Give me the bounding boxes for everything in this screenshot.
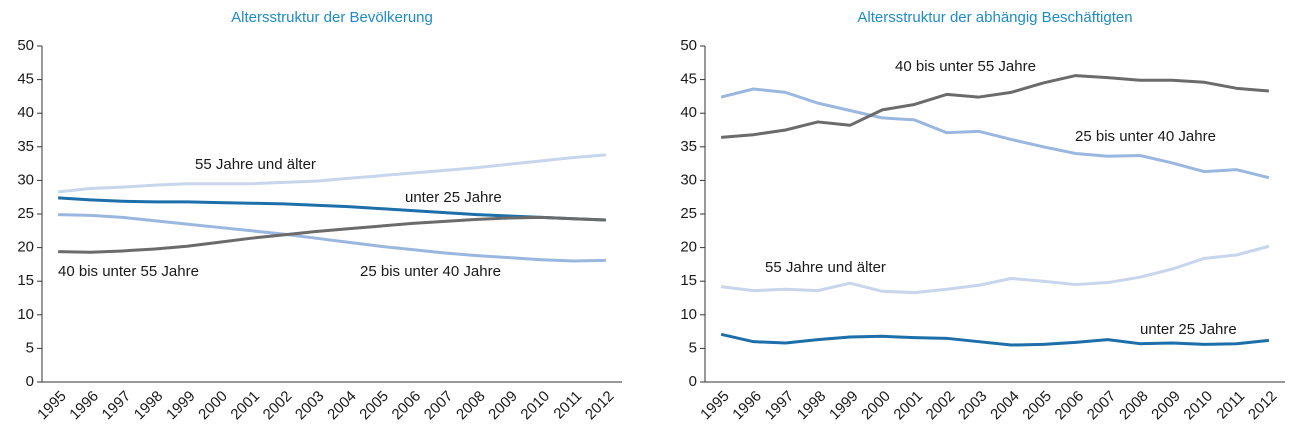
series-label: 55 Jahre und älter bbox=[765, 259, 886, 276]
x-tick-label: 2003 bbox=[955, 388, 991, 424]
series-line bbox=[720, 332, 1270, 347]
y-tick-label: 10 bbox=[680, 306, 697, 323]
y-tick-label: 15 bbox=[680, 272, 697, 289]
x-tick-label: 2004 bbox=[324, 388, 360, 424]
x-tick-label: 2005 bbox=[356, 388, 392, 424]
y-tick-label: 35 bbox=[680, 138, 697, 155]
y-tick-label: 45 bbox=[17, 71, 34, 88]
y-tick-label: 40 bbox=[17, 104, 34, 121]
series-label: 25 bis unter 40 Jahre bbox=[360, 263, 501, 280]
y-tick-label: 25 bbox=[680, 205, 697, 222]
y-tick-label: 45 bbox=[680, 71, 697, 88]
series-label: unter 25 Jahre bbox=[405, 189, 502, 206]
x-tick-label: 2009 bbox=[1148, 388, 1184, 424]
x-tick-label: 2002 bbox=[923, 388, 959, 424]
x-tick-label: 2008 bbox=[453, 388, 489, 424]
x-tick-label: 1997 bbox=[99, 388, 135, 424]
series-line bbox=[58, 196, 606, 222]
y-tick-label: 40 bbox=[680, 104, 697, 121]
chart-title: Altersstruktur der Bevölkerung bbox=[231, 9, 433, 26]
series-label: 40 bis unter 55 Jahre bbox=[895, 58, 1036, 75]
y-tick-label: 50 bbox=[680, 37, 697, 54]
x-tick-label: 2001 bbox=[890, 388, 926, 424]
x-tick-label: 2007 bbox=[1084, 388, 1120, 424]
x-tick-label: 2009 bbox=[485, 388, 521, 424]
x-tick-label: 2000 bbox=[858, 388, 894, 424]
series-label: 25 bis unter 40 Jahre bbox=[1075, 128, 1216, 145]
y-tick-label: 10 bbox=[17, 306, 34, 323]
x-tick-label: 2011 bbox=[1213, 388, 1248, 423]
x-tick-label: 1999 bbox=[826, 388, 862, 424]
y-tick-label: 0 bbox=[26, 373, 34, 390]
x-tick-label: 2004 bbox=[987, 388, 1023, 424]
x-tick-label: 2008 bbox=[1116, 388, 1152, 424]
y-tick-label: 20 bbox=[17, 239, 34, 256]
series-line bbox=[720, 244, 1270, 295]
x-tick-label: 1999 bbox=[163, 388, 199, 424]
y-tick-label: 25 bbox=[17, 205, 34, 222]
chart-title: Altersstruktur der abhängig Beschäftigte… bbox=[857, 9, 1132, 26]
series-line bbox=[57, 153, 607, 194]
y-tick-label: 30 bbox=[680, 171, 697, 188]
y-tick-label: 5 bbox=[26, 339, 34, 356]
x-tick-label: 1996 bbox=[729, 388, 765, 424]
series-line bbox=[720, 87, 1270, 180]
series-label: unter 25 Jahre bbox=[1140, 321, 1237, 338]
y-tick-label: 20 bbox=[680, 239, 697, 256]
x-tick-label: 2006 bbox=[1052, 388, 1088, 424]
x-tick-label: 1995 bbox=[34, 388, 70, 424]
x-tick-label: 2001 bbox=[227, 388, 263, 424]
y-tick-label: 35 bbox=[17, 138, 34, 155]
series-label: 55 Jahre und älter bbox=[195, 156, 316, 173]
x-tick-label: 2006 bbox=[389, 388, 425, 424]
series-line bbox=[58, 213, 606, 263]
x-tick-label: 2012 bbox=[1245, 388, 1281, 424]
x-tick-label: 1996 bbox=[66, 388, 102, 424]
series-label: 40 bis unter 55 Jahre bbox=[58, 263, 199, 280]
x-tick-label: 1997 bbox=[762, 388, 798, 424]
x-tick-label: 2010 bbox=[517, 388, 553, 424]
y-tick-label: 5 bbox=[689, 339, 697, 356]
x-tick-label: 2003 bbox=[292, 388, 328, 424]
y-tick-label: 50 bbox=[17, 37, 34, 54]
x-tick-label: 1995 bbox=[697, 388, 733, 424]
x-tick-label: 1998 bbox=[794, 388, 830, 424]
y-tick-label: 15 bbox=[17, 272, 34, 289]
y-tick-label: 0 bbox=[689, 373, 697, 390]
x-tick-label: 2011 bbox=[550, 388, 585, 423]
x-tick-label: 2010 bbox=[1180, 388, 1216, 424]
x-tick-label: 2000 bbox=[195, 388, 231, 424]
series-line bbox=[58, 215, 606, 254]
x-tick-label: 2012 bbox=[582, 388, 618, 424]
x-tick-label: 2005 bbox=[1019, 388, 1055, 424]
x-tick-label: 1998 bbox=[131, 388, 167, 424]
series-line bbox=[720, 74, 1270, 139]
x-tick-label: 2002 bbox=[260, 388, 296, 424]
x-tick-label: 2007 bbox=[421, 388, 457, 424]
y-tick-label: 30 bbox=[17, 171, 34, 188]
